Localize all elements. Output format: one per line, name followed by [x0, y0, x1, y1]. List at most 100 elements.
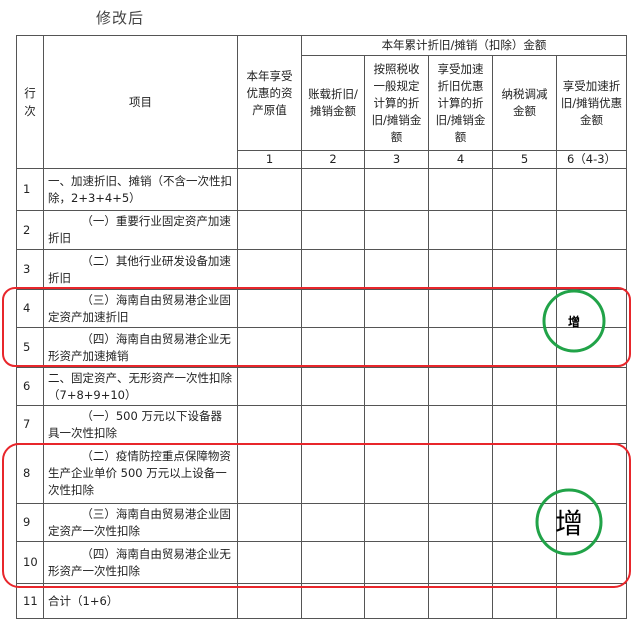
amount-cell	[492, 249, 557, 290]
amount-cell	[428, 249, 493, 290]
amount-cell	[237, 367, 302, 406]
amount-cell	[428, 405, 493, 444]
amount-cell	[301, 168, 365, 211]
amount-cell	[237, 327, 302, 368]
item-name: （一）500 万元以下设备器具一次性扣除	[43, 405, 238, 444]
amount-cell	[492, 443, 557, 504]
amount-cell	[364, 327, 429, 368]
form-table: 行次 项目 本年享受优惠的资产原值 本年累计折旧/摊销（扣除）金额 账载折旧/摊销金额按…	[16, 35, 627, 619]
line-number: 5	[16, 327, 44, 368]
header-row: 行次 项目 本年享受优惠的资产原值 本年累计折旧/摊销（扣除）金额	[16, 35, 627, 169]
amount-cell	[428, 443, 493, 504]
amount-cell	[556, 249, 627, 290]
column-number: 2	[301, 150, 365, 169]
line-number: 2	[16, 210, 44, 250]
column-header: 账载折旧/摊销金额	[301, 55, 365, 151]
column-header: 纳税调减金额	[492, 55, 557, 151]
line-number: 1	[16, 168, 44, 211]
amount-cell	[237, 583, 302, 619]
column-number: 6（4-3）	[556, 150, 627, 169]
line-number: 8	[16, 443, 44, 504]
item-name: 合计（1+6）	[43, 583, 238, 619]
amount-cell	[556, 405, 627, 444]
column-header: 本年享受优惠的资产原值	[237, 35, 302, 151]
item-name: （二）疫情防控重点保障物资生产企业单价 500 万元以上设备一次性扣除	[43, 443, 238, 504]
table-row: 10 （四）海南自由贸易港企业无形资产一次性扣除	[16, 541, 627, 584]
column-header: 按照税收一般规定计算的折旧/摊销金额	[364, 55, 429, 151]
table-row: 7 （一）500 万元以下设备器具一次性扣除	[16, 405, 627, 444]
amount-cell	[364, 367, 429, 406]
item-name: 一、加速折旧、摊销（不含一次性扣除，2+3+4+5）	[43, 168, 238, 211]
column-number: 4	[428, 150, 493, 169]
amount-cell	[492, 405, 557, 444]
amount-cell	[364, 443, 429, 504]
amount-cell	[492, 168, 557, 211]
line-number: 10	[16, 541, 44, 584]
amount-cell	[364, 583, 429, 619]
amount-cell	[301, 503, 365, 542]
amount-cell	[364, 249, 429, 290]
column-number: 5	[492, 150, 557, 169]
amount-cell	[556, 289, 627, 328]
amount-cell	[556, 327, 627, 368]
amount-cell	[428, 503, 493, 542]
amount-cell	[301, 443, 365, 504]
item-header: 项目	[43, 35, 238, 169]
item-name: 二、固定资产、无形资产一次性扣除（7+8+9+10）	[43, 367, 238, 406]
amount-cell	[492, 583, 557, 619]
amount-cell	[428, 541, 493, 584]
table-row: 5 （四）海南自由贸易港企业无形资产加速摊销	[16, 327, 627, 368]
amount-cell	[301, 405, 365, 444]
amount-cell	[556, 541, 627, 584]
amount-cell	[428, 327, 493, 368]
amount-cell	[556, 443, 627, 504]
table-row: 3 （二）其他行业研发设备加速折旧	[16, 249, 627, 290]
column-number: 1	[237, 150, 302, 169]
line-number: 4	[16, 289, 44, 328]
amount-cell	[301, 249, 365, 290]
amount-cell	[301, 583, 365, 619]
item-name: （四）海南自由贸易港企业无形资产加速摊销	[43, 327, 238, 368]
amount-cell	[237, 443, 302, 504]
amount-cell	[237, 503, 302, 542]
amount-cell	[556, 503, 627, 542]
amount-cell	[428, 210, 493, 250]
table-row: 6 二、固定资产、无形资产一次性扣除（7+8+9+10）	[16, 367, 627, 406]
table-row: 9 （三）海南自由贸易港企业固定资产一次性扣除	[16, 503, 627, 542]
amount-cell	[237, 168, 302, 211]
amount-cell	[492, 289, 557, 328]
amount-cell	[364, 541, 429, 584]
amount-cell	[492, 541, 557, 584]
amount-cell	[364, 503, 429, 542]
item-name: （三）海南自由贸易港企业固定资产加速折旧	[43, 289, 238, 328]
amount-cell	[237, 405, 302, 444]
amount-cell	[364, 289, 429, 328]
column-header: 享受加速折旧/摊销优惠金额	[556, 55, 627, 151]
group-header: 本年累计折旧/摊销（扣除）金额	[301, 35, 627, 56]
item-name: （一）重要行业固定资产加速折旧	[43, 210, 238, 250]
item-name: （三）海南自由贸易港企业固定资产一次性扣除	[43, 503, 238, 542]
table-row: 4 （三）海南自由贸易港企业固定资产加速折旧	[16, 289, 627, 328]
amount-cell	[301, 289, 365, 328]
amount-cell	[237, 210, 302, 250]
amount-cell	[492, 327, 557, 368]
line-header: 行次	[24, 86, 36, 118]
line-number: 11	[16, 583, 44, 619]
amount-cell	[556, 583, 627, 619]
amount-cell	[492, 367, 557, 406]
amount-cell	[301, 367, 365, 406]
amount-cell	[492, 210, 557, 250]
line-number: 9	[16, 503, 44, 542]
amount-cell	[364, 168, 429, 211]
amount-cell	[301, 210, 365, 250]
amount-cell	[492, 503, 557, 542]
line-number: 7	[16, 405, 44, 444]
table-row: 2 （一）重要行业固定资产加速折旧	[16, 210, 627, 250]
amount-cell	[428, 168, 493, 211]
amount-cell	[428, 367, 493, 406]
amount-cell	[301, 327, 365, 368]
amount-cell	[364, 210, 429, 250]
item-name: （四）海南自由贸易港企业无形资产一次性扣除	[43, 541, 238, 584]
line-number: 3	[16, 249, 44, 290]
